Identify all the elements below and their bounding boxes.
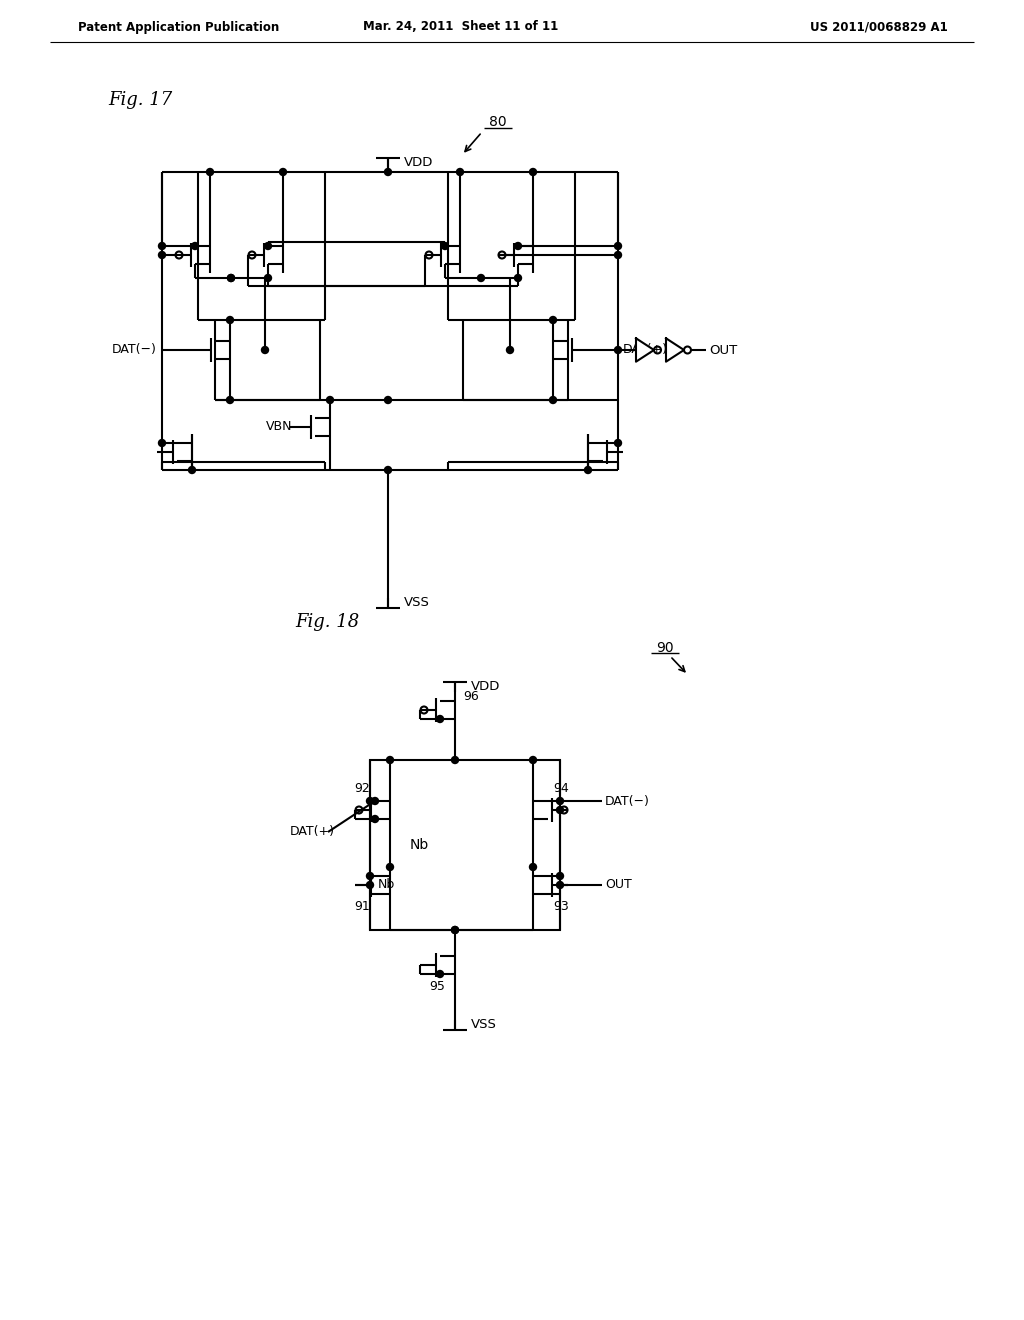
Polygon shape — [636, 338, 654, 362]
Text: DAT(−): DAT(−) — [605, 795, 650, 808]
Text: DAT(+): DAT(+) — [290, 825, 335, 838]
Circle shape — [226, 396, 233, 404]
Circle shape — [367, 882, 374, 888]
Text: 95: 95 — [429, 981, 445, 994]
Text: VSS: VSS — [404, 597, 430, 610]
Circle shape — [188, 466, 196, 474]
Circle shape — [585, 466, 592, 474]
Text: VDD: VDD — [471, 680, 501, 693]
Circle shape — [280, 169, 287, 176]
Circle shape — [386, 863, 393, 870]
Circle shape — [614, 346, 622, 354]
Circle shape — [452, 927, 459, 933]
Circle shape — [529, 169, 537, 176]
Circle shape — [159, 440, 166, 446]
Circle shape — [386, 756, 393, 763]
Circle shape — [226, 317, 233, 323]
Text: 96: 96 — [463, 689, 479, 702]
Circle shape — [264, 243, 271, 249]
Text: Nb: Nb — [378, 879, 395, 891]
Circle shape — [556, 882, 563, 888]
Circle shape — [384, 396, 391, 404]
Text: OUT: OUT — [709, 343, 737, 356]
Text: 90: 90 — [656, 642, 674, 655]
Circle shape — [452, 927, 459, 933]
Circle shape — [514, 243, 521, 249]
Circle shape — [384, 169, 391, 176]
Text: US 2011/0068829 A1: US 2011/0068829 A1 — [810, 21, 948, 33]
Text: Fig. 18: Fig. 18 — [295, 612, 359, 631]
Circle shape — [191, 243, 199, 249]
Text: 92: 92 — [354, 781, 370, 795]
Circle shape — [477, 275, 484, 281]
Text: Patent Application Publication: Patent Application Publication — [78, 21, 280, 33]
Text: 91: 91 — [354, 900, 370, 913]
Circle shape — [159, 243, 166, 249]
Circle shape — [614, 440, 622, 446]
Circle shape — [556, 797, 563, 804]
Text: 94: 94 — [553, 781, 568, 795]
Circle shape — [441, 243, 449, 249]
Circle shape — [614, 243, 622, 249]
Circle shape — [529, 863, 537, 870]
Circle shape — [159, 252, 166, 259]
Polygon shape — [666, 338, 684, 362]
Circle shape — [207, 169, 213, 176]
Text: VSS: VSS — [471, 1019, 497, 1031]
Circle shape — [261, 346, 268, 354]
Circle shape — [556, 807, 563, 813]
Text: 80: 80 — [489, 115, 507, 129]
Text: 93: 93 — [553, 900, 568, 913]
Circle shape — [436, 715, 443, 722]
Circle shape — [457, 169, 464, 176]
Circle shape — [556, 873, 563, 879]
Text: VDD: VDD — [404, 156, 433, 169]
Circle shape — [327, 396, 334, 404]
Circle shape — [550, 396, 556, 404]
Text: OUT: OUT — [605, 879, 632, 891]
Text: Fig. 17: Fig. 17 — [108, 91, 172, 110]
Circle shape — [529, 756, 537, 763]
Circle shape — [227, 275, 234, 281]
Text: DAT(−): DAT(−) — [112, 343, 157, 356]
Text: Mar. 24, 2011  Sheet 11 of 11: Mar. 24, 2011 Sheet 11 of 11 — [362, 21, 558, 33]
Circle shape — [514, 275, 521, 281]
Circle shape — [227, 275, 234, 281]
Text: DAT(+): DAT(+) — [623, 343, 668, 356]
Circle shape — [614, 252, 622, 259]
Circle shape — [367, 873, 374, 879]
Text: VBN: VBN — [265, 421, 292, 433]
Circle shape — [507, 346, 513, 354]
Bar — [370, 760, 560, 931]
Circle shape — [367, 797, 374, 804]
Circle shape — [372, 797, 379, 804]
Circle shape — [452, 756, 459, 763]
Circle shape — [550, 317, 556, 323]
Circle shape — [372, 816, 379, 822]
Text: Nb: Nb — [410, 838, 429, 851]
Circle shape — [384, 466, 391, 474]
Circle shape — [264, 275, 271, 281]
Circle shape — [436, 970, 443, 978]
